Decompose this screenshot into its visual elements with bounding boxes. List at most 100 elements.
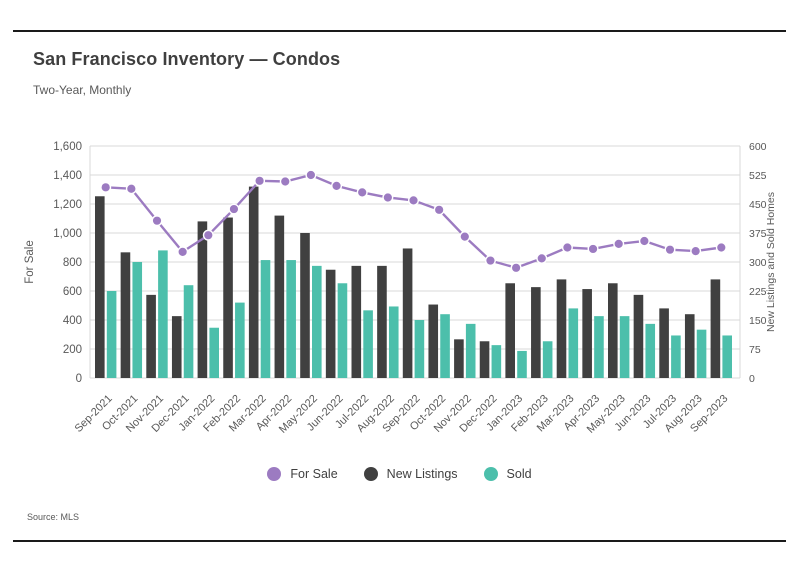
bar-new-listings <box>505 283 515 378</box>
bar-new-listings <box>479 341 490 378</box>
left-axis-tick: 200 <box>63 344 82 356</box>
bar-sold <box>158 250 168 378</box>
bar-sold <box>260 260 271 378</box>
for-sale-point <box>408 194 420 206</box>
legend-item-new-listings: New Listings <box>363 467 458 481</box>
right-axis-tick-labels: 600 525 450 375 300 225 150 75 0 <box>749 141 767 385</box>
bar-sold <box>235 302 245 378</box>
right-axis-tick: 300 <box>749 257 767 269</box>
bar-new-listings <box>300 233 310 378</box>
bar-sold <box>491 345 502 378</box>
left-axis-tick: 0 <box>76 373 82 385</box>
bars-new-listings <box>95 186 721 378</box>
chart-subtitle: Two-Year, Monthly <box>33 83 132 97</box>
for-sale-point <box>536 252 548 264</box>
for-sale-point <box>331 180 343 192</box>
left-axis-tick: 1,000 <box>53 228 82 240</box>
right-axis-tick: 525 <box>749 170 767 182</box>
bar-new-listings <box>146 294 156 378</box>
left-axis-tick: 800 <box>63 257 82 269</box>
bar-sold <box>183 285 194 378</box>
bar-new-listings <box>171 316 182 378</box>
left-axis-tick-labels: 1,600 1,400 1,200 1,000 800 600 400 200 0 <box>53 141 82 385</box>
bar-new-listings <box>710 279 721 378</box>
bar-new-listings <box>428 304 439 378</box>
bar-new-listings <box>95 196 105 378</box>
bars-sold <box>106 250 732 378</box>
for-sale-marker-icon <box>267 467 282 481</box>
for-sale-point <box>382 191 394 203</box>
bottom-rule <box>13 540 786 542</box>
bar-new-listings <box>197 221 208 378</box>
legend-item-for-sale: For Sale <box>267 467 338 481</box>
x-axis-tick-labels: Sep-2021Oct-2021Nov-2021Dec-2021Jan-2022… <box>73 393 731 436</box>
bar-new-listings <box>402 248 413 378</box>
source-note: Source: MLS <box>27 512 80 522</box>
bar-sold <box>209 327 219 378</box>
for-sale-point <box>484 255 496 267</box>
bar-new-listings <box>608 283 618 378</box>
left-axis-tick: 1,400 <box>53 170 82 182</box>
bar-sold <box>132 262 143 378</box>
for-sale-markers <box>100 169 727 274</box>
legend-label: New Listings <box>386 467 458 481</box>
for-sale-point <box>613 238 625 250</box>
for-sale-point <box>279 176 291 188</box>
for-sale-point <box>202 229 214 241</box>
bar-new-listings <box>325 269 336 378</box>
bar-sold <box>517 350 527 378</box>
bar-sold <box>568 308 579 378</box>
bar-new-listings <box>377 265 387 378</box>
bar-sold <box>337 283 348 378</box>
bar-sold <box>286 260 296 378</box>
chart-legend: For Sale New Listings Sold <box>0 467 799 481</box>
for-sale-point <box>305 169 317 181</box>
legend-label: Sold <box>506 467 532 481</box>
bar-sold <box>312 265 322 378</box>
bar-new-listings <box>556 279 567 378</box>
bar-new-listings <box>223 217 233 378</box>
bar-sold <box>440 314 450 378</box>
for-sale-point <box>587 243 599 255</box>
bar-sold <box>594 316 604 378</box>
right-axis-tick: 0 <box>749 373 755 385</box>
bar-sold <box>671 335 681 378</box>
bar-new-listings <box>351 265 362 378</box>
for-sale-point <box>228 203 240 215</box>
chart-title: San Francisco Inventory — Condos <box>33 49 341 69</box>
bar-new-listings <box>274 215 285 378</box>
axis-titles: For Sale New Listings and Sold Homes <box>24 192 777 332</box>
for-sale-point <box>638 235 650 247</box>
for-sale-point <box>459 231 471 243</box>
bar-sold <box>106 291 117 378</box>
for-sale-point <box>664 244 676 256</box>
for-sale-point <box>254 175 266 187</box>
right-axis-tick: 150 <box>749 315 767 327</box>
right-axis-tick: 225 <box>749 286 767 298</box>
for-sale-point <box>356 186 368 198</box>
bar-sold <box>696 329 707 378</box>
new-listings-marker-icon <box>363 467 378 481</box>
right-axis-tick: 375 <box>749 228 767 240</box>
for-sale-point <box>561 241 573 253</box>
for-sale-point <box>151 215 163 227</box>
for-sale-point <box>125 183 137 195</box>
bar-new-listings <box>531 287 541 378</box>
for-sale-point <box>690 245 702 257</box>
bar-new-listings <box>120 252 131 378</box>
bar-sold <box>619 316 630 378</box>
sold-marker-icon <box>483 467 498 481</box>
right-axis-tick: 600 <box>749 141 767 153</box>
left-axis-title: For Sale <box>24 240 36 283</box>
bar-new-listings <box>659 308 669 378</box>
for-sale-point <box>715 241 727 253</box>
legend-label: For Sale <box>290 467 338 481</box>
right-axis-title: New Listings and Sold Homes <box>765 192 777 332</box>
bar-sold <box>388 306 399 378</box>
for-sale-point <box>100 181 112 193</box>
left-axis-tick: 1,600 <box>53 141 82 153</box>
bar-new-listings <box>633 294 644 378</box>
bar-new-listings <box>684 314 695 378</box>
for-sale-point <box>510 262 522 274</box>
